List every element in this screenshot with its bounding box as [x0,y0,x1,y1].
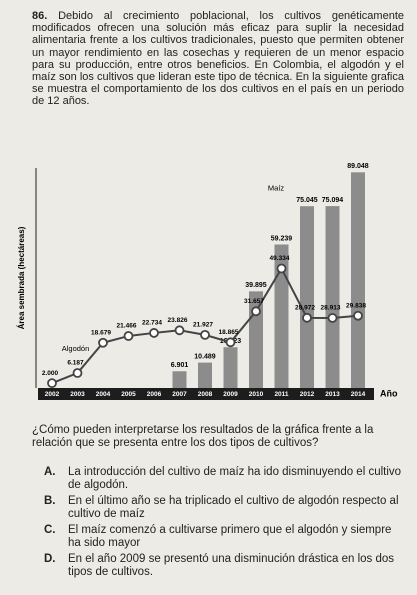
point [251,306,261,317]
value-label: 10.489 [194,353,216,360]
bar [351,172,365,388]
value-label: 49.334 [270,255,290,262]
option[interactable]: C. El maíz comenzó a cultivarse primero q… [44,524,404,550]
option-text: El maíz comenzó a cultivarse primero que… [68,524,392,549]
point [276,263,287,274]
point [98,337,108,348]
point [47,378,57,389]
value-label: 75.045 [296,197,318,204]
value-label: 59.239 [271,235,293,242]
x-tick-label: 2009 [223,391,238,398]
x-tick-label: 2011 [274,391,288,398]
context-text: Debido al crecimiento poblacional, los c… [32,10,404,108]
option-letter: D. [44,553,56,565]
point [327,313,338,323]
legend-label: Algodón [62,344,90,353]
point [225,337,236,348]
option[interactable]: A. La introducción del cultivo de maíz ha… [44,466,404,492]
option-letter: A. [44,466,56,478]
bar [300,206,314,388]
point [302,312,312,323]
option[interactable]: D. En el año 2009 se presentó una disminu… [44,553,404,579]
x-tick-label: 2007 [172,391,187,398]
question-number: 86. [32,10,48,22]
bar [274,244,289,388]
value-label: 89.048 [347,163,369,170]
x-tick-label: 2010 [249,391,264,398]
point [353,310,363,321]
x-axis-label: Año [380,388,398,398]
x-tick-label: 2002 [45,391,60,398]
point [200,329,210,340]
value-label: 22.734 [142,320,162,327]
value-label: 39.895 [245,282,267,289]
value-label: 18.679 [91,329,111,336]
option-text: La introducción del cultivo de maíz ha i… [68,466,402,491]
bar [198,362,212,388]
value-label: 21.466 [117,323,137,330]
x-tick-label: 2004 [96,391,111,398]
bar [223,347,238,388]
bar [325,206,340,388]
x-tick-label: 2012 [300,391,315,398]
x-tick-label: 2003 [70,391,85,398]
point [149,328,159,338]
legend-label: Maíz [268,183,285,192]
point [123,331,134,341]
y-axis-label: Área sembrada (hectáreas) [17,226,26,329]
value-label: 29.838 [346,302,366,309]
value-label: 28.913 [321,305,341,312]
x-tick-label: 2005 [121,391,136,398]
value-label: 6.901 [171,362,189,369]
x-axis-strip [38,388,374,400]
option-text: En el último año se ha triplicado el cul… [68,495,399,520]
value-label: 31.657 [244,298,264,305]
chart: Área sembrada (hectáreas) Año 2002 2003 20… [17,163,398,400]
point [174,325,185,336]
value-label: 23.826 [168,317,188,324]
x-tick-label: 2014 [351,391,366,398]
point [72,368,83,378]
x-tick-label: 2006 [147,391,162,398]
value-label: 28.972 [295,305,315,312]
value-label: 18.865 [219,329,239,336]
bar [249,291,263,388]
bar [172,371,187,388]
option[interactable]: B. En el último año se ha triplicado el c… [44,495,404,521]
options: A. La introducción del cultivo de maíz ha… [44,466,404,582]
context: 86. Debido al crecimiento poblacional, l… [32,10,404,108]
x-tick-label: 2013 [325,391,340,398]
value-label: 21.927 [193,322,213,329]
option-text: En el año 2009 se presentó una disminuci… [68,553,395,578]
x-tick-label: 2008 [198,391,213,398]
option-letter: B. [44,495,56,507]
option-letter: C. [44,524,56,536]
prompt: ¿Cómo pueden interpretarse los resultado… [32,424,374,449]
value-label: 75.094 [322,197,344,204]
value-label: 6.187 [67,360,84,367]
value-label: 2.000 [42,370,59,377]
